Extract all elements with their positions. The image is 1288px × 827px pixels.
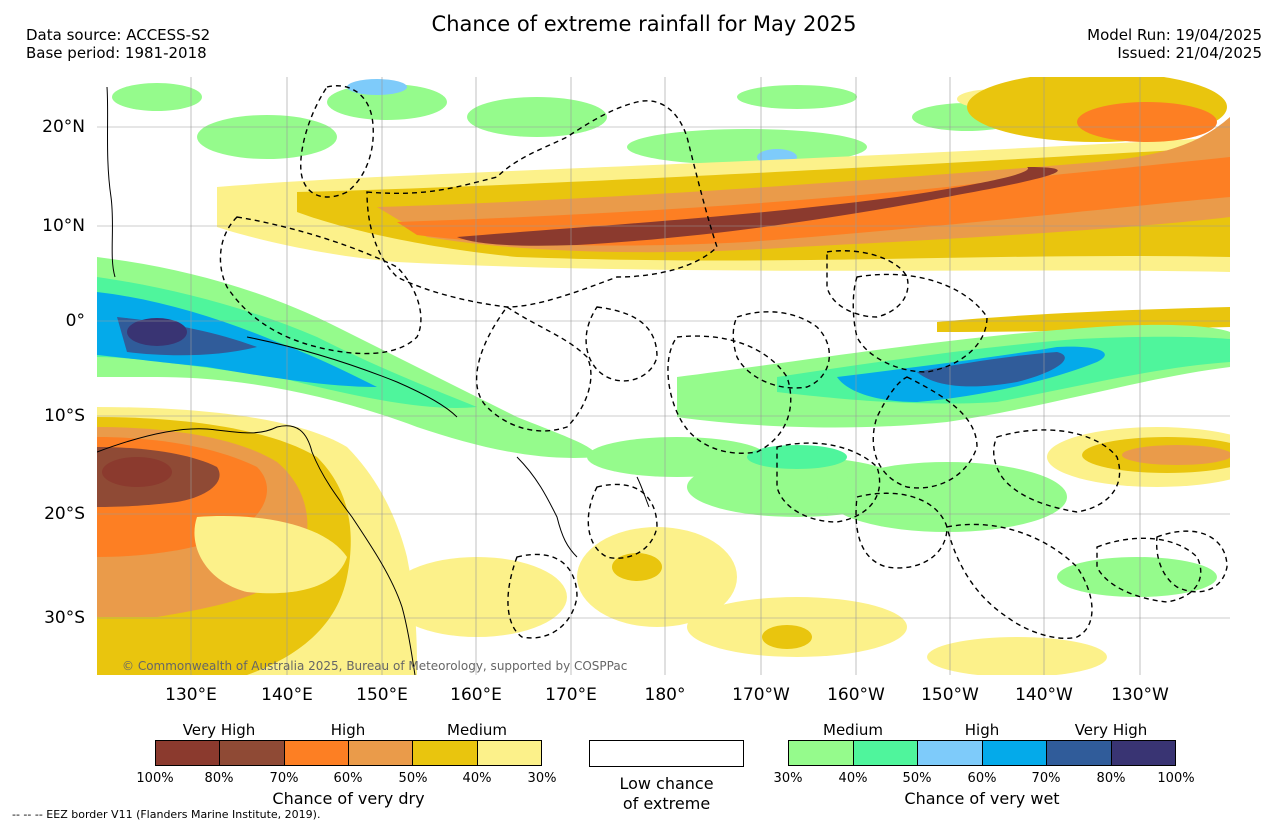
central-wet-band bbox=[677, 324, 1230, 428]
neutral-caption-line2: of extreme bbox=[622, 794, 711, 813]
wet-tick: 30% bbox=[773, 771, 803, 786]
dry-swatch bbox=[348, 741, 414, 765]
lon-label-130e: 130°E bbox=[165, 685, 217, 705]
dry-swatch bbox=[156, 741, 221, 765]
eez-borders bbox=[219, 85, 1228, 639]
wet-category-high: High bbox=[964, 721, 1000, 739]
dry-tick: 70% bbox=[269, 771, 299, 786]
dry-tick: 40% bbox=[462, 771, 492, 786]
lon-label-180: 180° bbox=[644, 685, 686, 705]
neutral-swatch bbox=[589, 740, 744, 767]
wet-tick: 70% bbox=[1031, 771, 1061, 786]
lon-label-150w: 150°W bbox=[921, 685, 979, 705]
model-run: Model Run: 19/04/2025 bbox=[1087, 26, 1262, 44]
map-gridlines bbox=[97, 77, 1230, 675]
rainfall-map: © Commonwealth of Australia 2025, Bureau… bbox=[97, 77, 1230, 675]
coastlines bbox=[97, 86, 650, 675]
map-title: Chance of extreme rainfall for May 2025 bbox=[431, 12, 857, 36]
wet-caption: Chance of very wet bbox=[904, 789, 1060, 808]
wet-swatch bbox=[982, 741, 1047, 765]
north-wet-patches bbox=[112, 79, 1037, 165]
lon-label-170e: 170°E bbox=[545, 685, 597, 705]
lon-label-160w: 160°W bbox=[827, 685, 885, 705]
lon-label-150e: 150°E bbox=[356, 685, 408, 705]
dry-colorbar bbox=[155, 740, 542, 766]
north-dry-band bbox=[217, 77, 1230, 272]
neutral-caption-line1: Low chance bbox=[619, 774, 714, 793]
issued-date: Issued: 21/04/2025 bbox=[1117, 44, 1262, 62]
dry-tick: 50% bbox=[398, 771, 428, 786]
wet-tick: 40% bbox=[838, 771, 868, 786]
wet-tick: 60% bbox=[967, 771, 997, 786]
lon-label-140e: 140°E bbox=[261, 685, 313, 705]
wet-swatch bbox=[1047, 741, 1112, 765]
wet-tick: 50% bbox=[902, 771, 932, 786]
dry-tick: 80% bbox=[204, 771, 234, 786]
dry-tick: 100% bbox=[136, 771, 174, 786]
run-info: Model Run: 19/04/2025 Issued: 21/04/2025 bbox=[1087, 26, 1262, 62]
wet-swatch bbox=[918, 741, 983, 765]
wet-swatch bbox=[1111, 741, 1175, 765]
south-wet-patches bbox=[587, 437, 1217, 597]
dry-swatch bbox=[477, 741, 541, 765]
lat-label-20s: 20°S bbox=[44, 504, 85, 524]
wet-tick: 100% bbox=[1157, 771, 1195, 786]
wet-swatch bbox=[789, 741, 854, 765]
southeast-dry-patch bbox=[1047, 427, 1230, 487]
data-info: Data source: ACCESS-S2 Base period: 1981… bbox=[26, 26, 210, 62]
map-credit: © Commonwealth of Australia 2025, Bureau… bbox=[122, 659, 628, 673]
lon-label-170w: 170°W bbox=[732, 685, 790, 705]
dry-caption: Chance of very dry bbox=[272, 789, 425, 808]
wet-colorbar bbox=[788, 740, 1176, 766]
dry-category-medium: Medium bbox=[447, 721, 507, 739]
lat-label-30s: 30°S bbox=[44, 608, 85, 628]
dry-tick: 30% bbox=[527, 771, 557, 786]
lon-label-160e: 160°E bbox=[450, 685, 502, 705]
base-period: Base period: 1981-2018 bbox=[26, 44, 207, 62]
dry-swatch bbox=[220, 741, 285, 765]
lat-label-10s: 10°S bbox=[44, 406, 85, 426]
dry-swatch bbox=[413, 741, 478, 765]
wet-category-very-high: Very High bbox=[1074, 721, 1148, 739]
dry-swatch bbox=[284, 741, 349, 765]
dry-tick: 60% bbox=[333, 771, 363, 786]
data-source: Data source: ACCESS-S2 bbox=[26, 26, 211, 44]
lat-label-10n: 10°N bbox=[42, 216, 85, 236]
map-canvas bbox=[97, 77, 1230, 675]
lon-label-130w: 130°W bbox=[1111, 685, 1169, 705]
south-dry-patches bbox=[387, 527, 1107, 675]
dry-category-high: High bbox=[330, 721, 366, 739]
wet-category-medium: Medium bbox=[823, 721, 883, 739]
australia-dry-region bbox=[97, 407, 417, 675]
wet-swatch bbox=[853, 741, 918, 765]
eez-note: -- -- -- EEZ border V11 (Flanders Marine… bbox=[12, 808, 321, 821]
lat-label-0: 0° bbox=[65, 311, 85, 331]
wet-tick: 80% bbox=[1096, 771, 1126, 786]
lon-label-140w: 140°W bbox=[1015, 685, 1073, 705]
dry-category-very-high: Very High bbox=[182, 721, 256, 739]
lat-label-20n: 20°N bbox=[42, 117, 85, 137]
neutral-caption: Low chance of extreme bbox=[589, 774, 744, 814]
